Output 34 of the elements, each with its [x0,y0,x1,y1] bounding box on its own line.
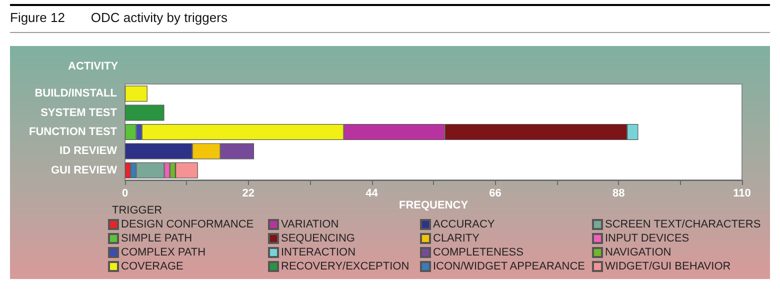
legend-label: CLARITY [433,232,480,244]
x-tick-label: 88 [612,188,625,200]
y-tick-label: FUNCTION TEST [29,126,118,138]
x-tick-label: 0 [122,188,128,200]
y-tick-label: ID REVIEW [60,145,118,158]
x-tick-label: 44 [366,188,379,200]
legend-label: SEQUENCING [281,232,355,244]
legend-label: WIDGET/GUI BEHAVIOR [605,260,731,272]
legend-label: COMPLETENESS [433,246,524,258]
legend-label: SCREEN TEXT/CHARACTERS [605,218,761,230]
legend-label: COVERAGE [121,260,184,272]
chart-subtitle: ODC activity by triggers [90,10,228,25]
legend-label: INPUT DEVICES [605,232,690,244]
legend-label: NAVIGATION [605,246,672,258]
bar [125,86,148,102]
legend-label: ACCURACY [433,218,496,230]
y-tick-label: GUI REVIEW [50,164,118,176]
legend-label: SIMPLE PATH [121,232,192,244]
x-tick-label: 110 [733,188,751,200]
legend-label: RECOVERY/EXCEPTION [281,260,410,272]
chart-title: Figure 12 [10,10,65,25]
x-tick-label: 22 [242,188,255,200]
y-tick-label: BUILD/INSTALL [34,88,118,100]
y-axis-title: ACTIVITY [68,60,119,72]
bar [125,104,164,121]
legend-label: COMPLEX PATH [121,246,206,258]
legend-label: ICON/WIDGET APPEARANCE [433,260,585,272]
legend-label: VARIATION [281,218,339,230]
y-tick-label: SYSTEM TEST [40,106,118,119]
x-axis-title: FREQUENCY [398,199,469,212]
legend-label: INTERACTION [281,246,356,258]
legend-label: DESIGN CONFORMANCE [121,218,254,230]
x-tick-label: 66 [489,188,502,200]
legend-title: TRIGGER [112,204,162,216]
